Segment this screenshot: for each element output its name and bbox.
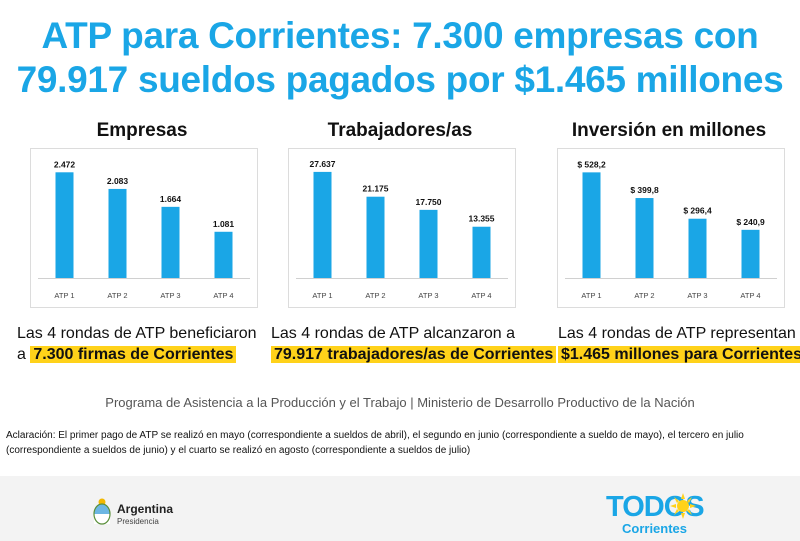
summary-inversion: Las 4 rondas de ATP representan $1.465 m…	[558, 323, 800, 365]
bar-empresas-4	[214, 231, 233, 278]
data-label-inversion-2: $ 399,8	[630, 185, 659, 195]
chart-trabajadores: 27.637 ATP 1 21.175 ATP 2 17.750 ATP 3 13.355 A…	[288, 148, 516, 308]
bar-empresas-2	[108, 188, 127, 278]
data-label-empresas-2: 2.083	[107, 176, 129, 186]
main-title: ATP para Corrientes: 7.300 empresas con …	[0, 14, 800, 102]
title-line-1: ATP para Corrientes: 7.300 empresas con	[41, 15, 759, 56]
tick-label-inversion-4: ATP 4	[740, 291, 760, 300]
tick-label-trabajadores-1: ATP 1	[312, 291, 332, 300]
summary-highlight: $1.465 millones para Corrientes	[558, 346, 800, 363]
tick-label-empresas-4: ATP 4	[213, 291, 233, 300]
chart-title-trabajadores: Trabajadores/as	[327, 120, 473, 141]
bar-empresas-1	[55, 172, 74, 278]
bar-inversion-2	[635, 198, 654, 278]
tick-label-empresas-2: ATP 2	[107, 291, 127, 300]
tick-label-inversion-1: ATP 1	[581, 291, 601, 300]
tick-label-empresas-1: ATP 1	[54, 291, 74, 300]
data-label-inversion-1: $ 528,2	[577, 159, 606, 169]
summary-prefix: a	[17, 346, 31, 363]
summary-text: Las 4 rondas de ATP representan	[558, 325, 796, 342]
data-label-trabajadores-1: 27.637	[310, 159, 336, 169]
chart-title-empresas: Empresas	[96, 120, 188, 141]
tick-label-inversion-2: ATP 2	[634, 291, 654, 300]
bar-trabajadores-2	[366, 196, 385, 278]
data-label-empresas-4: 1.081	[213, 219, 235, 229]
argentina-coat-of-arms-icon	[93, 498, 111, 525]
summary-text: Las 4 rondas de ATP alcanzaron a	[271, 325, 516, 342]
tick-label-trabajadores-2: ATP 2	[365, 291, 385, 300]
data-label-empresas-3: 1.664	[160, 194, 182, 204]
footer-bar	[0, 476, 800, 541]
summary-highlight: 79.917 trabajadores/as de Corrientes	[271, 346, 557, 363]
summary-trabajadores: Las 4 rondas de ATP alcanzaron a 79.917 …	[271, 323, 557, 365]
data-label-empresas-1: 2.472	[54, 159, 76, 169]
summary-text: Las 4 rondas de ATP beneficiaron	[17, 325, 257, 342]
data-label-trabajadores-2: 21.175	[363, 184, 389, 194]
sun-icon	[670, 493, 696, 519]
bar-trabajadores-1	[313, 171, 332, 278]
chart-title-inversion: Inversión en millones	[571, 120, 767, 141]
clarification-note: Aclaración: El primer pago de ATP se rea…	[6, 430, 744, 456]
bar-empresas-3	[161, 206, 180, 278]
program-caption: Programa de Asistencia a la Producción y…	[105, 395, 695, 410]
data-label-inversion-3: $ 296,4	[683, 206, 712, 216]
tick-label-inversion-3: ATP 3	[687, 291, 707, 300]
bar-inversion-1	[582, 172, 601, 278]
bar-inversion-3	[688, 218, 707, 278]
data-label-trabajadores-4: 13.355	[469, 214, 495, 224]
tick-label-empresas-3: ATP 3	[160, 291, 180, 300]
tick-label-trabajadores-3: ATP 3	[418, 291, 438, 300]
presidencia-logo-text: Presidencia	[117, 517, 159, 526]
data-label-trabajadores-3: 17.750	[416, 197, 442, 207]
chart-inversion: $ 528,2 ATP 1 $ 399,8 ATP 2 $ 296,4 ATP 3 $ 24…	[557, 148, 785, 308]
summary-empresas: Las 4 rondas de ATP beneficiaron a 7.300…	[17, 323, 257, 365]
bar-trabajadores-3	[419, 209, 438, 278]
bar-inversion-4	[741, 229, 760, 278]
argentina-logo-text: Argentina	[117, 502, 174, 516]
todos-corrientes-logo: TODOS Corrientes	[606, 491, 726, 536]
data-label-inversion-4: $ 240,9	[736, 217, 765, 227]
todos-logo-subtitle: Corrientes	[622, 521, 688, 536]
chart-empresas: 2.472 ATP 1 2.083 ATP 2 1.664 ATP 3 1.081 ATP 4	[30, 148, 258, 308]
tick-label-trabajadores-4: ATP 4	[471, 291, 491, 300]
title-line-2: 79.917 sueldos pagados por $1.465 millon…	[16, 59, 784, 100]
summary-highlight: 7.300 firmas de Corrientes	[30, 346, 237, 363]
bar-trabajadores-4	[472, 226, 491, 278]
